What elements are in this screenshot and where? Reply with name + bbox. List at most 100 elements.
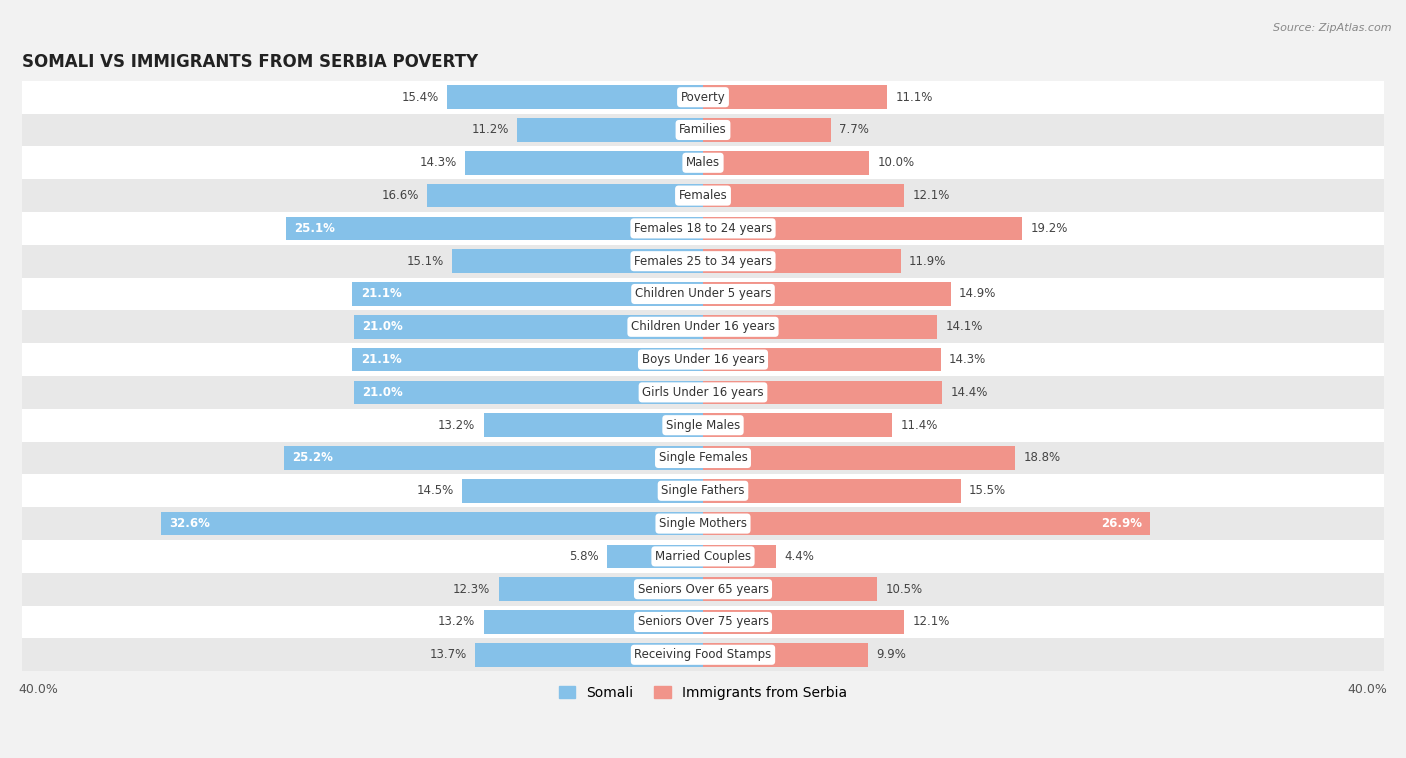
Bar: [703, 512, 1150, 535]
Bar: [453, 249, 703, 273]
Bar: [499, 578, 703, 601]
Bar: [6, 573, 1400, 606]
Bar: [6, 81, 1400, 114]
Text: Source: ZipAtlas.com: Source: ZipAtlas.com: [1274, 23, 1392, 33]
Text: 15.5%: 15.5%: [969, 484, 1007, 497]
Text: 11.2%: 11.2%: [471, 124, 509, 136]
Text: 9.9%: 9.9%: [876, 648, 905, 661]
Text: Married Couples: Married Couples: [655, 550, 751, 563]
Bar: [484, 413, 703, 437]
Bar: [703, 282, 950, 305]
Text: Females 25 to 34 years: Females 25 to 34 years: [634, 255, 772, 268]
Text: 5.8%: 5.8%: [568, 550, 599, 563]
Bar: [703, 315, 938, 339]
Text: 15.4%: 15.4%: [402, 91, 439, 104]
Text: 11.1%: 11.1%: [896, 91, 934, 104]
Text: 21.0%: 21.0%: [363, 321, 404, 334]
Bar: [6, 540, 1400, 573]
Text: 19.2%: 19.2%: [1031, 222, 1067, 235]
Text: 12.3%: 12.3%: [453, 583, 491, 596]
Text: 25.1%: 25.1%: [294, 222, 335, 235]
Text: 21.1%: 21.1%: [361, 287, 401, 300]
Bar: [703, 249, 901, 273]
Bar: [353, 282, 703, 305]
Bar: [703, 151, 869, 174]
Text: Girls Under 16 years: Girls Under 16 years: [643, 386, 763, 399]
Text: 14.5%: 14.5%: [416, 484, 454, 497]
Text: 21.0%: 21.0%: [363, 386, 404, 399]
Text: 11.9%: 11.9%: [910, 255, 946, 268]
Text: 25.2%: 25.2%: [292, 452, 333, 465]
Text: 21.1%: 21.1%: [361, 353, 401, 366]
Text: Children Under 16 years: Children Under 16 years: [631, 321, 775, 334]
Bar: [6, 179, 1400, 212]
Bar: [703, 578, 877, 601]
Bar: [465, 151, 703, 174]
Text: 11.4%: 11.4%: [901, 418, 938, 432]
Bar: [703, 413, 893, 437]
Bar: [427, 183, 703, 208]
Text: Poverty: Poverty: [681, 91, 725, 104]
Bar: [6, 409, 1400, 442]
Bar: [463, 479, 703, 503]
Text: 12.1%: 12.1%: [912, 615, 950, 628]
Bar: [517, 118, 703, 142]
Text: 14.9%: 14.9%: [959, 287, 997, 300]
Bar: [284, 446, 703, 470]
Bar: [6, 442, 1400, 475]
Text: 13.7%: 13.7%: [430, 648, 467, 661]
Bar: [703, 118, 831, 142]
Bar: [703, 183, 904, 208]
Bar: [703, 610, 904, 634]
Text: 32.6%: 32.6%: [170, 517, 211, 530]
Text: Single Males: Single Males: [666, 418, 740, 432]
Legend: Somali, Immigrants from Serbia: Somali, Immigrants from Serbia: [553, 681, 853, 706]
Text: 16.6%: 16.6%: [381, 189, 419, 202]
Text: 10.5%: 10.5%: [886, 583, 922, 596]
Bar: [6, 212, 1400, 245]
Text: 15.1%: 15.1%: [406, 255, 444, 268]
Bar: [6, 277, 1400, 310]
Text: SOMALI VS IMMIGRANTS FROM SERBIA POVERTY: SOMALI VS IMMIGRANTS FROM SERBIA POVERTY: [21, 53, 478, 71]
Bar: [703, 348, 941, 371]
Text: 7.7%: 7.7%: [839, 124, 869, 136]
Text: Receiving Food Stamps: Receiving Food Stamps: [634, 648, 772, 661]
Bar: [6, 507, 1400, 540]
Text: Seniors Over 65 years: Seniors Over 65 years: [637, 583, 769, 596]
Text: Single Fathers: Single Fathers: [661, 484, 745, 497]
Text: 4.4%: 4.4%: [785, 550, 814, 563]
Bar: [6, 475, 1400, 507]
Text: Families: Families: [679, 124, 727, 136]
Text: 13.2%: 13.2%: [439, 418, 475, 432]
Bar: [606, 544, 703, 568]
Bar: [6, 245, 1400, 277]
Bar: [353, 348, 703, 371]
Text: 12.1%: 12.1%: [912, 189, 950, 202]
Text: 13.2%: 13.2%: [439, 615, 475, 628]
Bar: [6, 343, 1400, 376]
Text: 26.9%: 26.9%: [1101, 517, 1142, 530]
Bar: [475, 643, 703, 666]
Text: Seniors Over 75 years: Seniors Over 75 years: [637, 615, 769, 628]
Text: Females: Females: [679, 189, 727, 202]
Bar: [6, 376, 1400, 409]
Text: Single Mothers: Single Mothers: [659, 517, 747, 530]
Bar: [703, 643, 868, 666]
Text: 10.0%: 10.0%: [877, 156, 915, 169]
Text: 14.3%: 14.3%: [420, 156, 457, 169]
Bar: [703, 544, 776, 568]
Bar: [6, 146, 1400, 179]
Bar: [6, 114, 1400, 146]
Bar: [354, 381, 703, 404]
Bar: [703, 217, 1022, 240]
Bar: [703, 479, 960, 503]
Bar: [162, 512, 703, 535]
Text: 14.1%: 14.1%: [946, 321, 983, 334]
Text: 14.3%: 14.3%: [949, 353, 986, 366]
Text: 18.8%: 18.8%: [1024, 452, 1062, 465]
Bar: [703, 86, 887, 109]
Text: Single Females: Single Females: [658, 452, 748, 465]
Text: Children Under 5 years: Children Under 5 years: [634, 287, 772, 300]
Bar: [703, 381, 942, 404]
Text: Males: Males: [686, 156, 720, 169]
